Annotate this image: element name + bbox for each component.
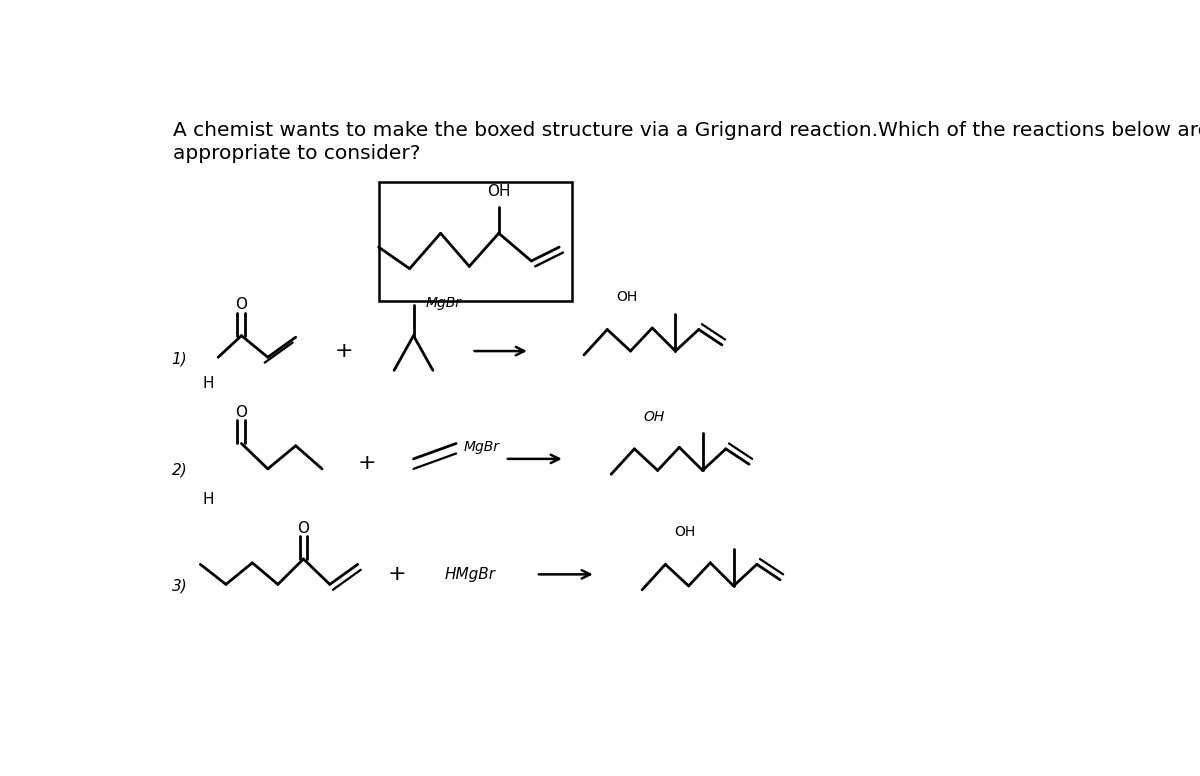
Text: MgBr: MgBr xyxy=(425,296,461,310)
Text: +: + xyxy=(335,341,353,361)
Text: 3): 3) xyxy=(172,578,187,594)
Text: O: O xyxy=(298,521,310,535)
Text: +: + xyxy=(358,452,377,473)
Text: O: O xyxy=(235,405,247,420)
Text: OH: OH xyxy=(674,525,695,539)
Bar xyxy=(379,182,572,301)
Text: HMgBr: HMgBr xyxy=(444,567,496,582)
Text: 2): 2) xyxy=(172,463,187,478)
Text: OH: OH xyxy=(616,290,637,304)
Text: MgBr: MgBr xyxy=(464,440,500,454)
Text: H: H xyxy=(203,376,214,391)
Text: appropriate to consider?: appropriate to consider? xyxy=(173,144,421,163)
Text: OH: OH xyxy=(643,410,665,424)
Text: OH: OH xyxy=(487,184,510,199)
Text: H: H xyxy=(203,492,214,508)
Text: 1): 1) xyxy=(172,352,187,366)
Text: +: + xyxy=(388,564,406,584)
Text: A chemist wants to make the boxed structure via a Grignard reaction.Which of the: A chemist wants to make the boxed struct… xyxy=(173,120,1200,140)
Text: O: O xyxy=(235,297,247,313)
